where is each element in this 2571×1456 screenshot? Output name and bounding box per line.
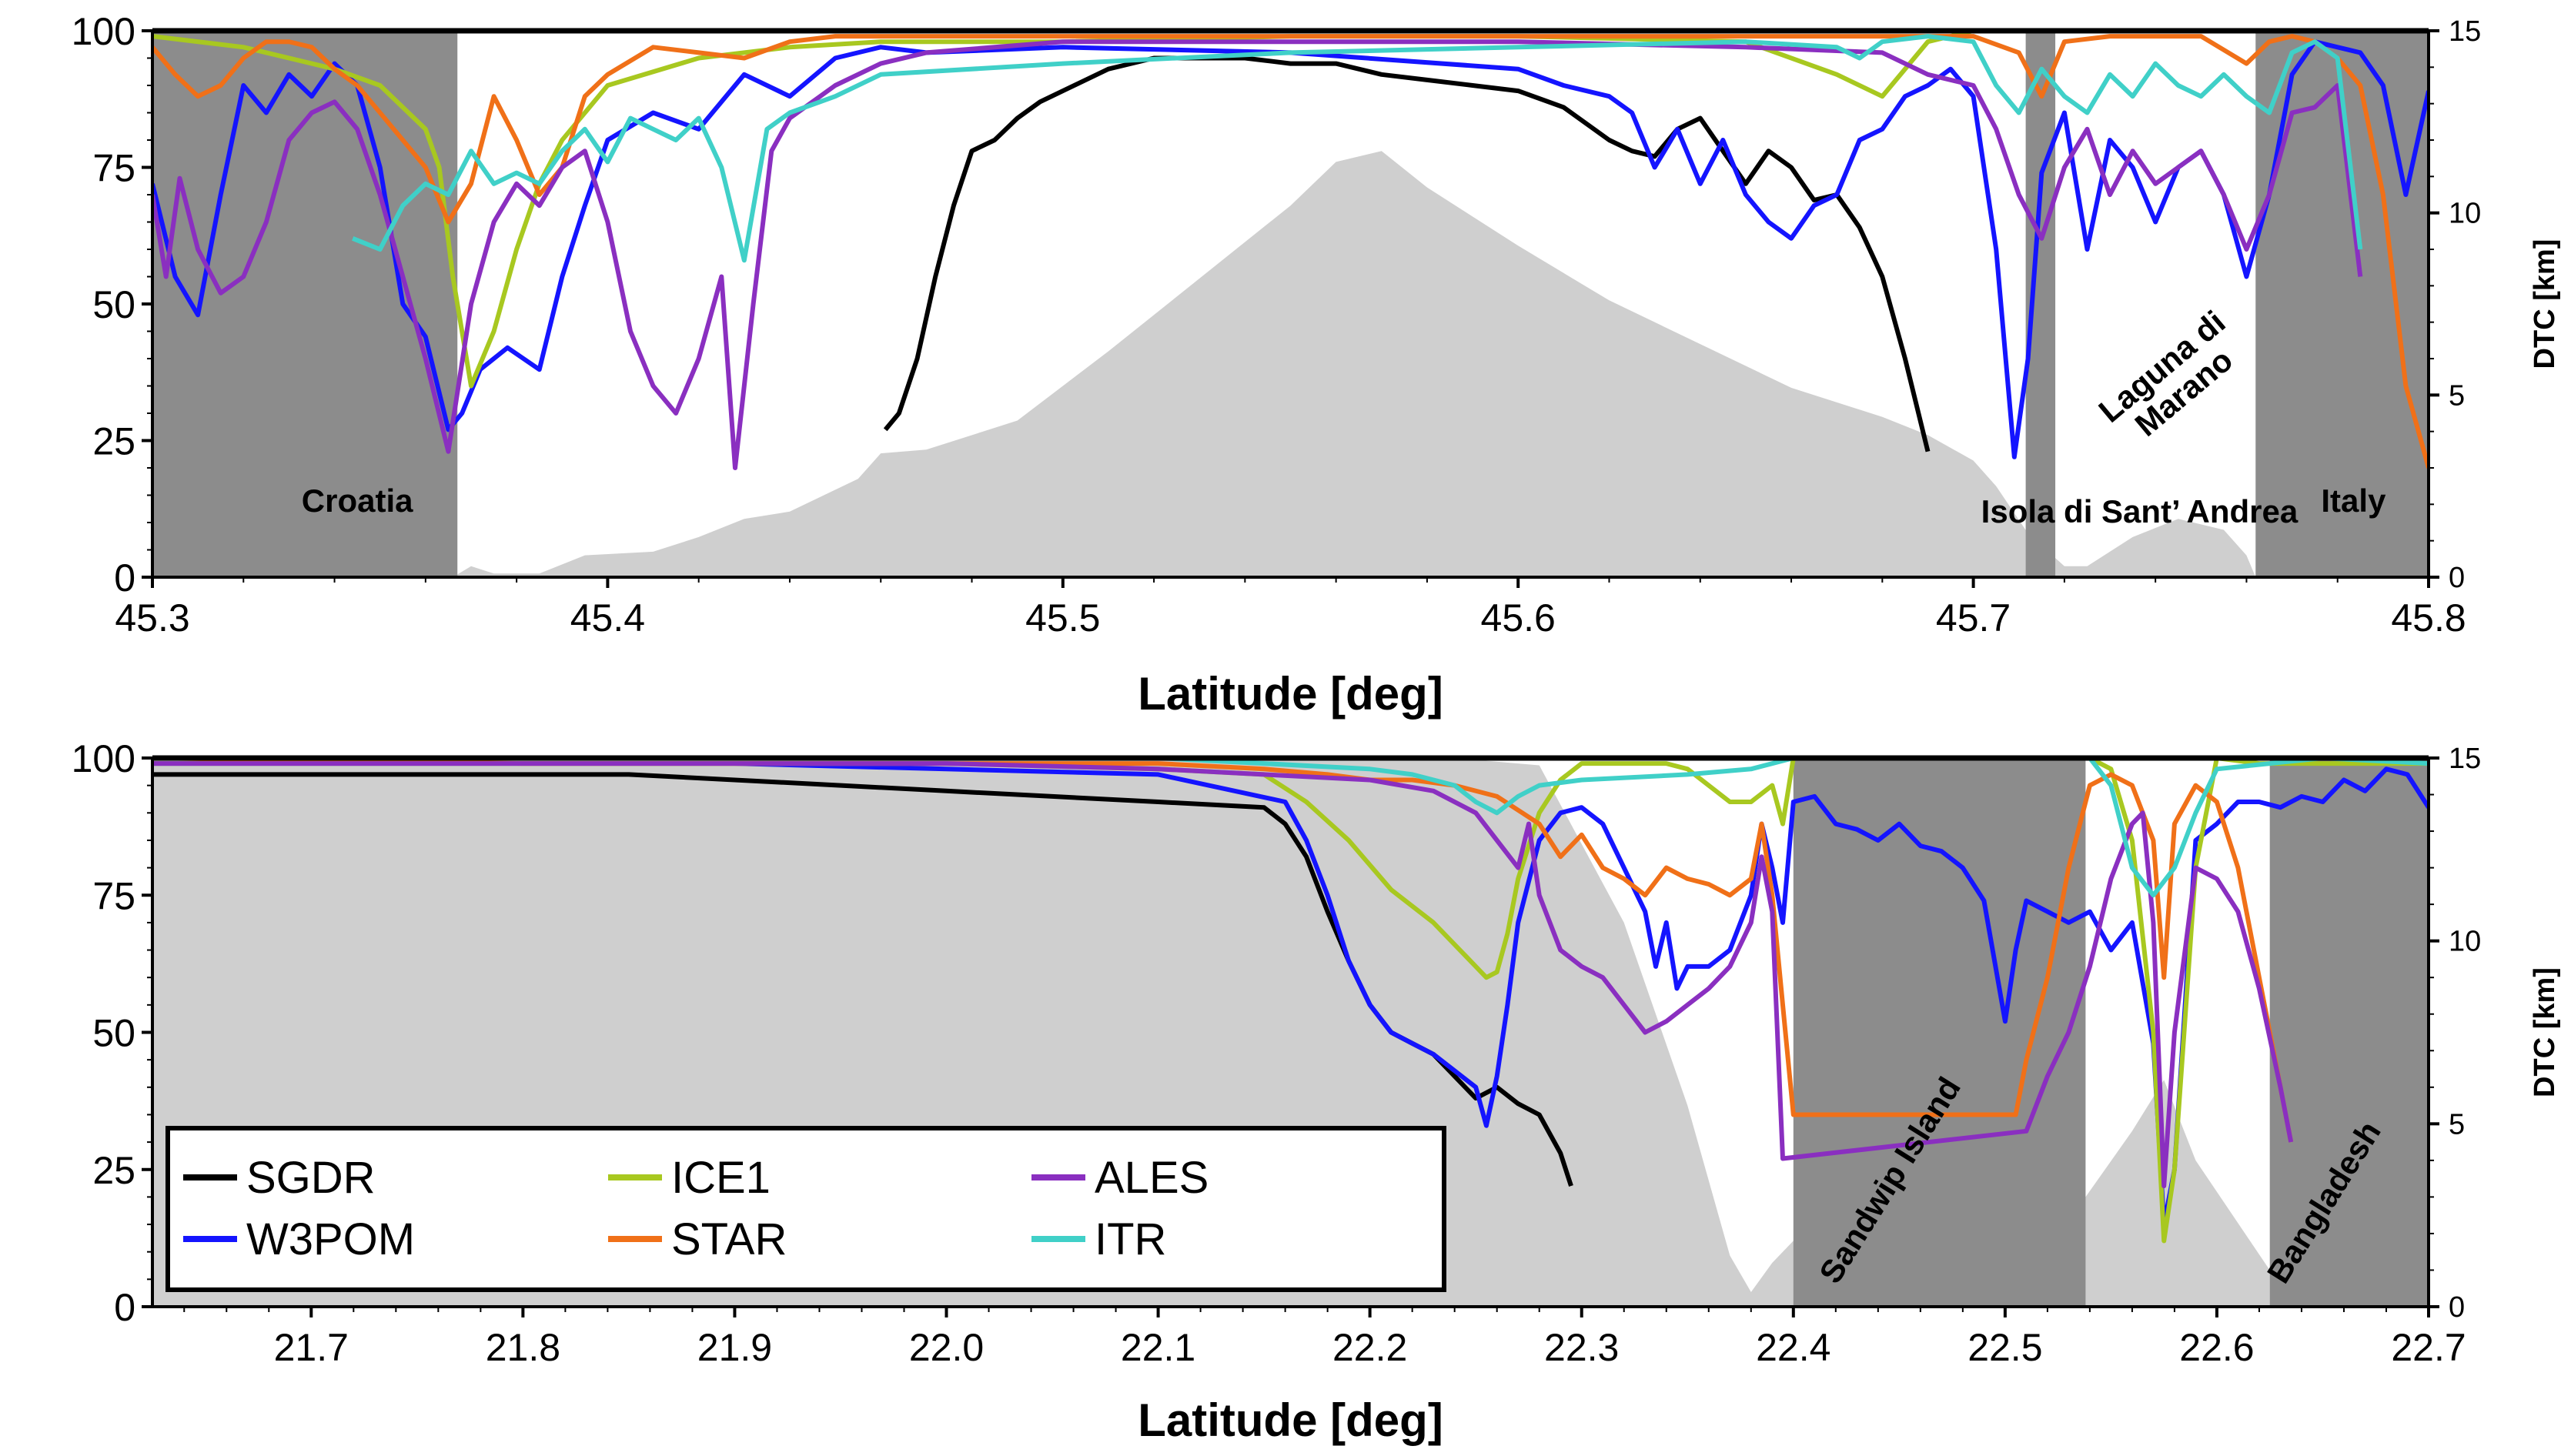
- y-tick-label: 100: [72, 10, 135, 53]
- legend-label: ICE1: [671, 1153, 771, 1203]
- x-tick-label: 21.9: [697, 1326, 772, 1369]
- x-tick-label: 45.6: [1481, 596, 1556, 640]
- land-region: [1793, 758, 2086, 1307]
- series-line-sgdr: [152, 772, 1573, 1187]
- plot-area: [152, 31, 2429, 577]
- x-tick-label: 22.7: [2391, 1326, 2466, 1369]
- x-tick-label: 45.5: [1025, 596, 1100, 640]
- y2-axis-title: DTC [km]: [2529, 967, 2561, 1097]
- legend-label: ALES: [1095, 1153, 1209, 1203]
- x-tick-label: 45.4: [570, 596, 645, 640]
- dtc-area: [152, 151, 2256, 577]
- legend-label: STAR: [671, 1214, 787, 1264]
- series-line-itr: [352, 34, 2363, 263]
- y-tick-label: 75: [92, 874, 135, 917]
- region-label: Italy: [2321, 483, 2386, 519]
- annotation-label: Isola di Sant’ Andrea: [1981, 493, 2299, 529]
- y2-tick-label: 5: [2449, 1108, 2465, 1140]
- legend-label: ITR: [1095, 1214, 1166, 1264]
- y2-tick-label: 0: [2449, 562, 2465, 594]
- panel-1: Croatia Italy Isola di Sant’ Andrea Laguna …: [72, 10, 2561, 720]
- x-tick-label: 22.2: [1332, 1326, 1407, 1369]
- series-line-ice1: [152, 31, 2429, 389]
- y-tick-label: 50: [92, 1012, 135, 1055]
- panel-2: Sandwip Island Bangladesh0255075100051015…: [72, 737, 2561, 1446]
- y2-axis-title: DTC [km]: [2529, 239, 2561, 369]
- legend-label: SGDR: [246, 1153, 376, 1203]
- y-tick-label: 100: [72, 737, 135, 780]
- legend-box: [165, 1126, 1446, 1292]
- y2-tick-label: 0: [2449, 1291, 2465, 1324]
- series-line-star: [152, 34, 2429, 469]
- y-tick-label: 25: [92, 420, 135, 463]
- x-tick-label: 45.3: [115, 596, 189, 640]
- series-line-ice1: [152, 758, 2429, 1244]
- x-tick-label: 22.1: [1121, 1326, 1195, 1369]
- x-axis-title: Latitude [deg]: [1138, 1394, 1443, 1446]
- series-line-sgdr: [883, 55, 1931, 452]
- region-label: Croatia: [302, 483, 413, 519]
- series-line-star: [152, 758, 2294, 1143]
- legend-label: W3POM: [246, 1214, 415, 1264]
- x-axis-title: Latitude [deg]: [1138, 668, 1443, 720]
- series-line-ales: [152, 761, 2294, 1189]
- x-tick-label: 22.6: [2179, 1326, 2254, 1369]
- series-line-itr: [152, 758, 2429, 898]
- annotation-label: Laguna diMarano: [2092, 303, 2254, 455]
- x-tick-label: 45.8: [2391, 596, 2466, 640]
- y-tick-label: 50: [92, 283, 135, 326]
- y-tick-label: 25: [92, 1149, 135, 1192]
- legend: SGDR ICE1 ALES W3POM STAR ITR: [165, 1126, 1446, 1292]
- y2-tick-label: 5: [2449, 379, 2465, 412]
- y-tick-label: 75: [92, 147, 135, 190]
- y-tick-label: 0: [114, 556, 135, 599]
- x-tick-label: 22.4: [1756, 1326, 1830, 1369]
- y2-tick-label: 15: [2449, 15, 2481, 48]
- x-tick-label: 45.7: [1936, 596, 2011, 640]
- x-tick-label: 21.8: [486, 1326, 560, 1369]
- y2-tick-label: 15: [2449, 743, 2481, 775]
- x-tick-label: 21.7: [274, 1326, 349, 1369]
- x-tick-label: 22.0: [909, 1326, 984, 1369]
- x-tick-label: 22.3: [1544, 1326, 1619, 1369]
- x-tick-label: 22.5: [1968, 1326, 2042, 1369]
- y-tick-label: 0: [114, 1286, 135, 1329]
- y2-tick-label: 10: [2449, 198, 2481, 230]
- land-region: [2269, 758, 2429, 1307]
- series-line-ales: [152, 39, 2363, 470]
- y2-tick-label: 10: [2449, 926, 2481, 958]
